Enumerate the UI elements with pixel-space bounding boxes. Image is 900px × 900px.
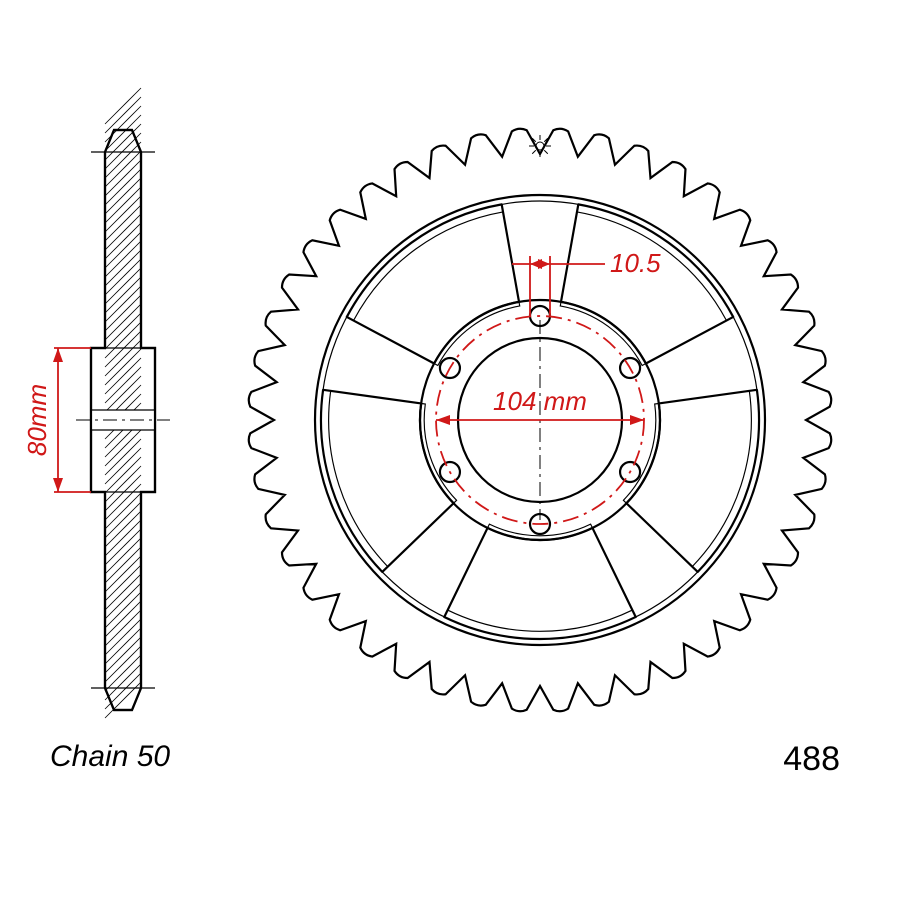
front-view: 104 mm 10.5 xyxy=(249,129,831,711)
svg-text:104 mm: 104 mm xyxy=(493,386,587,416)
dim-10_5: 10.5 xyxy=(512,248,661,316)
part-number-label: 488 xyxy=(783,740,840,779)
side-view: 80mm xyxy=(22,88,170,718)
chain-label: Chain 50 xyxy=(50,740,170,774)
svg-text:10.5: 10.5 xyxy=(610,248,661,278)
svg-text:80mm: 80mm xyxy=(22,384,52,456)
orientation-mark xyxy=(529,135,551,157)
dim-104mm: 104 mm xyxy=(436,386,644,425)
side-hatch xyxy=(105,88,141,718)
diagram-canvas: 80mm 104 mm 10.5 Chain 50 488 xyxy=(0,0,900,900)
